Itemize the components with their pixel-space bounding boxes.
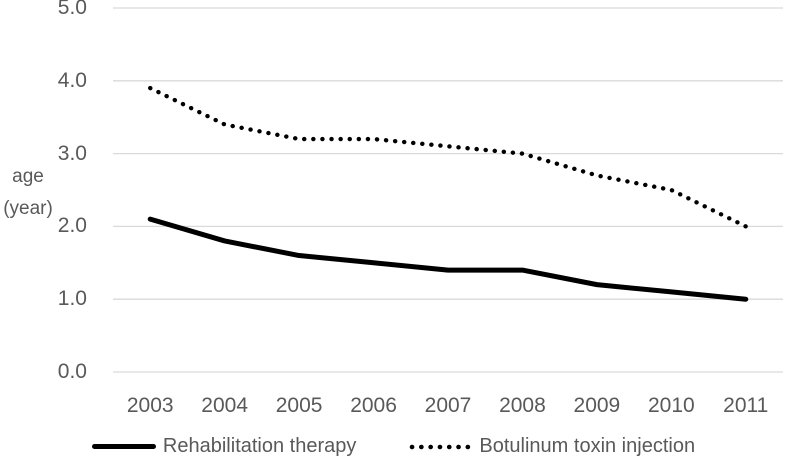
y-tick-label: 5.0 bbox=[57, 0, 87, 19]
legend-item-botulinum-toxin-injection: Botulinum toxin injection bbox=[408, 435, 695, 458]
y-tick-label: 4.0 bbox=[57, 68, 87, 92]
x-tick-label: 2009 bbox=[573, 394, 621, 417]
legend-label: Botulinum toxin injection bbox=[479, 435, 696, 457]
solid-line-swatch-icon bbox=[91, 444, 156, 449]
legend-label: Rehabilitation therapy bbox=[162, 435, 357, 457]
series-line-botulinum-toxin-injection bbox=[148, 85, 748, 229]
x-tick-label: 2005 bbox=[275, 394, 323, 417]
y-axis-title-line2: (year) bbox=[3, 198, 53, 219]
x-tick-label: 2007 bbox=[424, 394, 472, 417]
x-tick-label: 2010 bbox=[647, 394, 695, 417]
y-tick-label: 2.0 bbox=[57, 214, 87, 238]
y-tick-label: 1.0 bbox=[57, 287, 87, 311]
legend-item-rehabilitation-therapy: Rehabilitation therapy bbox=[91, 435, 357, 458]
y-tick-label: 0.0 bbox=[57, 360, 87, 383]
x-tick-label: 2003 bbox=[126, 394, 174, 417]
x-tick-label: 2008 bbox=[499, 394, 546, 417]
x-tick-label: 2004 bbox=[201, 394, 249, 417]
series-line-rehabilitation-therapy bbox=[147, 216, 749, 302]
legend: Rehabilitation therapy Botulinum toxin i… bbox=[0, 435, 787, 458]
x-tick-label: 2006 bbox=[350, 394, 397, 417]
y-axis-title-line1: age bbox=[12, 166, 44, 187]
dotted-line-swatch-icon bbox=[410, 444, 471, 449]
y-axis-title: age (year) bbox=[0, 161, 56, 225]
y-tick-label: 3.0 bbox=[57, 141, 87, 165]
x-tick-label: 2011 bbox=[723, 394, 769, 417]
